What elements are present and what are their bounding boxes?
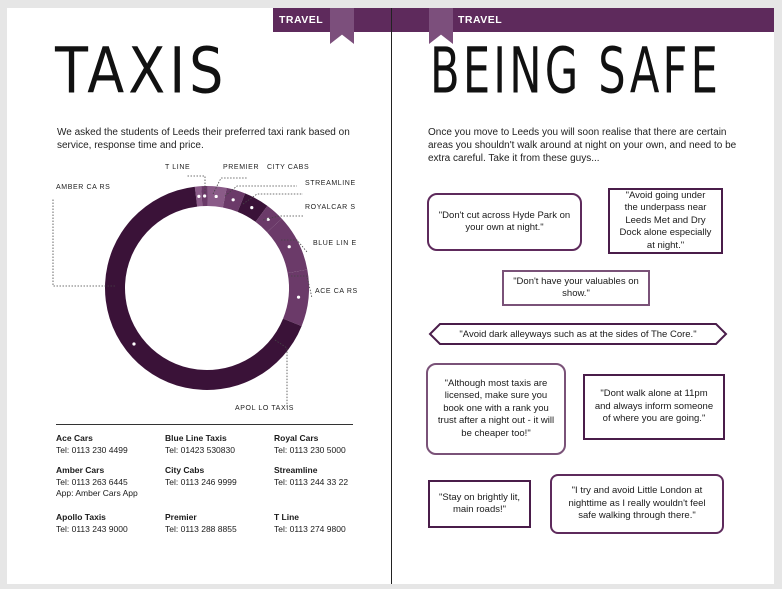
segment-marker [197, 194, 201, 198]
label-amber-cars: AMBER CA RS [56, 184, 111, 191]
quote-text: "Avoid going under the underpass near Le… [619, 189, 712, 251]
page-title: TAXIS [55, 35, 228, 109]
contact-line: Tel: 0113 244 33 22 [274, 476, 349, 487]
contact-line: Tel: 0113 274 9800 [274, 523, 346, 534]
quote-bubble-5: "Although most taxis are licensed, make … [426, 363, 566, 455]
contact-apollo-taxis: Apollo Taxis Tel: 0113 243 9000 [56, 512, 128, 535]
quote-bubble-2: "Avoid going under the underpass near Le… [608, 188, 723, 254]
quote-text: "Dont walk alone at 11pm and always info… [594, 388, 714, 425]
segment-marker [231, 198, 235, 202]
label-blue-line: BLUE LIN E [313, 240, 357, 247]
contact-line: Tel: 0113 288 8855 [165, 523, 237, 534]
label-city-cabs: CITY CABS [267, 164, 310, 171]
contact-royal-cars: Royal Cars Tel: 0113 230 5000 [274, 433, 346, 456]
contact-line: Tel: 0113 246 9999 [165, 476, 237, 487]
contact-line: Tel: 01423 530830 [165, 444, 235, 455]
contact-name: Blue Line Taxis [165, 433, 227, 443]
contact-line: Tel: 0113 243 9000 [56, 523, 128, 534]
segment-marker [287, 245, 291, 249]
page-divider [391, 8, 392, 584]
contact-name: Streamline [274, 465, 318, 475]
quote-text: "Don't have your valuables on show." [513, 275, 639, 300]
contact-line: Tel: 0113 230 5000 [274, 444, 346, 455]
quote-bubble-7: "Stay on brightly lit, main roads!" [428, 480, 531, 528]
label-premier: PREMIER [223, 164, 260, 171]
contact-city-cabs: City Cabs Tel: 0113 246 9999 [165, 465, 237, 488]
page-right: TRAVEL BEING SAFE Once you move to Leeds… [392, 8, 774, 584]
segment-marker [203, 194, 207, 198]
quote-text: "Although most taxis are licensed, make … [437, 377, 555, 439]
section-rule [56, 424, 353, 425]
contact-name: Amber Cars [56, 465, 105, 475]
quote-text: "Don't cut across Hyde Park on your own … [438, 209, 571, 234]
label-royal-cars: ROYALCAR S [305, 204, 356, 211]
ring-segment-apollo-taxis [283, 269, 309, 327]
quote-bubble-1: "Don't cut across Hyde Park on your own … [427, 193, 582, 251]
contact-amber-cars: Amber Cars Tel: 0113 263 6445 App: Amber… [56, 465, 138, 500]
section-band [392, 8, 774, 32]
taxi-ring-chart [52, 175, 313, 408]
leader-line [52, 198, 115, 287]
contact-name: City Cabs [165, 465, 205, 475]
ring-segment-ace-cars [267, 218, 308, 274]
contact-name: Apollo Taxis [56, 512, 106, 522]
quote-4: "Avoid dark alleyways such as at the sid… [459, 328, 697, 340]
quote-bubble-3: "Don't have your valuables on show." [502, 270, 650, 306]
contact-name: T Line [274, 512, 300, 522]
label-apollo-taxis: APOL LO TAXIS [235, 405, 295, 412]
quote-bubble-6: "Dont walk alone at 11pm and always info… [583, 374, 725, 440]
intro-text: We asked the students of Leeds their pre… [57, 127, 350, 151]
page-title: BEING SAFE [430, 35, 722, 109]
contact-streamline: Streamline Tel: 0113 244 33 22 [274, 465, 348, 488]
contact-name: Royal Cars [274, 433, 319, 443]
leader-line [281, 239, 308, 253]
quote-bubble-8: "I try and avoid Little London at nightt… [550, 474, 724, 534]
label-ace-cars: ACE CA RS [315, 288, 358, 295]
contact-blue-line: Blue Line Taxis Tel: 01423 530830 [165, 433, 235, 456]
leader-line [291, 275, 313, 299]
intro-text: Once you move to Leeds you will soon rea… [428, 127, 737, 164]
contact-name: Ace Cars [56, 433, 93, 443]
contact-name: Premier [165, 512, 197, 522]
leader-line [274, 339, 288, 408]
page-left: TRAVEL TAXIS We asked the students of Le… [7, 8, 391, 584]
segment-marker [214, 194, 218, 199]
segment-marker [250, 206, 254, 210]
segment-marker [132, 342, 136, 346]
contact-ace-cars: Ace Cars Tel: 0113 230 4499 [56, 433, 128, 456]
contact-line: App: Amber Cars App [56, 488, 138, 498]
contact-line: Tel: 0113 263 6445 [56, 476, 128, 487]
quote-text: "I try and avoid Little London at nightt… [568, 485, 706, 522]
contact-premier: Premier Tel: 0113 288 8855 [165, 512, 237, 535]
contact-t-line: T Line Tel: 0113 274 9800 [274, 512, 346, 535]
label-t-line: T LINE [165, 164, 191, 171]
contact-line: Tel: 0113 230 4499 [56, 444, 128, 455]
leader-line [224, 185, 297, 197]
quote-text: "Stay on brightly lit, main roads!" [439, 491, 520, 516]
label-streamline: STREAMLINE [305, 180, 356, 187]
quote-arrow-banner [428, 323, 728, 345]
leader-line [262, 215, 303, 221]
segment-marker [296, 295, 301, 299]
section-label: TRAVEL [279, 14, 324, 26]
section-label: TRAVEL [458, 14, 503, 26]
